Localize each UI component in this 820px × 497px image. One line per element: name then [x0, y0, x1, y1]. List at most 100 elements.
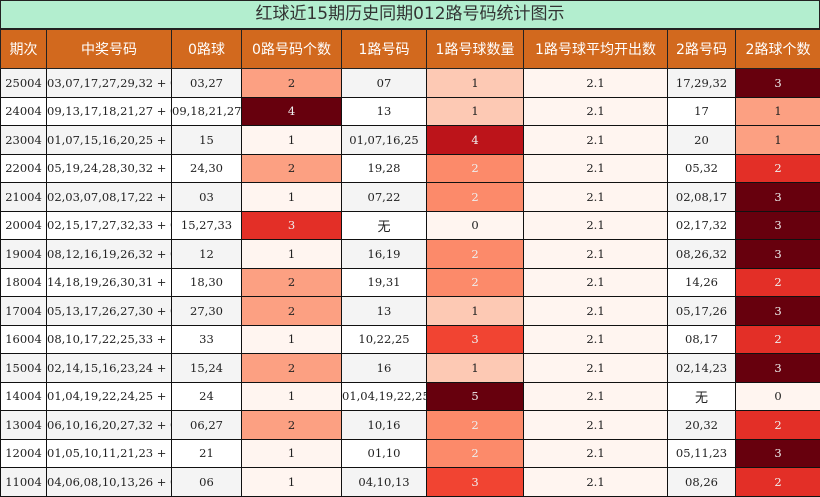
cell-route1-average: 2.1: [524, 126, 668, 155]
cell-route0-balls: 15,27,33: [172, 211, 242, 240]
cell-route1-count: 2: [427, 183, 524, 212]
cell-route1-count: 2: [427, 268, 524, 297]
header-period: 期次: [1, 30, 47, 69]
cell-route0-balls: 24,30: [172, 154, 242, 183]
cell-route2-numbers: 02,17,32: [668, 211, 736, 240]
cell-route1-numbers: 16: [342, 354, 427, 383]
cell-route0-balls: 33: [172, 325, 242, 354]
cell-period: 25004: [1, 69, 47, 98]
cell-route0-balls: 18,30: [172, 268, 242, 297]
cell-route1-average: 2.1: [524, 325, 668, 354]
cell-route1-count: 1: [427, 97, 524, 126]
cell-winning-numbers: 01,05,10,11,21,23 + 16: [47, 439, 172, 468]
cell-route1-count: 0: [427, 211, 524, 240]
cell-route0-balls: 03,27: [172, 69, 242, 98]
cell-route2-numbers: 02,08,17: [668, 183, 736, 212]
cell-route2-count: 3: [736, 439, 820, 468]
cell-route0-count: 1: [242, 183, 342, 212]
cell-route1-average: 2.1: [524, 154, 668, 183]
cell-route1-count: 2: [427, 439, 524, 468]
cell-route2-numbers: 14,26: [668, 268, 736, 297]
cell-route1-count: 2: [427, 154, 524, 183]
cell-route2-count: 2: [736, 411, 820, 440]
cell-route0-count: 1: [242, 439, 342, 468]
cell-winning-numbers: 09,13,17,18,21,27 + 04: [47, 97, 172, 126]
cell-route2-count: 3: [736, 211, 820, 240]
header-route1-count: 1路号球数量: [427, 30, 524, 69]
cell-route1-numbers: 13: [342, 97, 427, 126]
cell-route2-count: 2: [736, 268, 820, 297]
cell-route1-count: 1: [427, 69, 524, 98]
cell-route2-count: 0: [736, 382, 820, 411]
stats-table: 期次 中奖号码 0路球 0路号码个数 1路号码 1路号球数量 1路号球平均开出数…: [0, 29, 820, 497]
cell-period: 15004: [1, 354, 47, 383]
cell-route1-average: 2.1: [524, 183, 668, 212]
cell-route2-numbers: 08,17: [668, 325, 736, 354]
cell-route0-balls: 12: [172, 240, 242, 269]
cell-route2-numbers: 02,14,23: [668, 354, 736, 383]
cell-route1-numbers: 10,16: [342, 411, 427, 440]
chart-title: 红球近15期历史同期012路号码统计图示: [0, 0, 820, 29]
cell-route0-count: 2: [242, 297, 342, 326]
cell-route1-average: 2.1: [524, 211, 668, 240]
cell-route2-numbers: 05,17,26: [668, 297, 736, 326]
cell-route2-count: 3: [736, 183, 820, 212]
cell-route2-count: 2: [736, 154, 820, 183]
cell-route0-count: 1: [242, 382, 342, 411]
cell-route0-count: 1: [242, 325, 342, 354]
cell-period: 21004: [1, 183, 47, 212]
cell-route2-numbers: 无: [668, 382, 736, 411]
cell-winning-numbers: 05,19,24,28,30,32 + 14: [47, 154, 172, 183]
cell-winning-numbers: 14,18,19,26,30,31 + 11: [47, 268, 172, 297]
cell-route2-numbers: 05,11,23: [668, 439, 736, 468]
cell-route1-average: 2.1: [524, 297, 668, 326]
cell-route1-count: 1: [427, 354, 524, 383]
cell-route1-average: 2.1: [524, 382, 668, 411]
cell-route2-numbers: 20,32: [668, 411, 736, 440]
cell-route2-count: 2: [736, 325, 820, 354]
cell-route2-numbers: 17: [668, 97, 736, 126]
cell-route2-count: 3: [736, 240, 820, 269]
cell-route1-numbers: 19,31: [342, 268, 427, 297]
cell-route0-count: 1: [242, 240, 342, 269]
cell-winning-numbers: 02,03,07,08,17,22 + 15: [47, 183, 172, 212]
header-route2-count: 2路球个数: [736, 30, 820, 69]
cell-route0-balls: 09,18,21,27: [172, 97, 242, 126]
cell-winning-numbers: 02,15,17,27,32,33 + 03: [47, 211, 172, 240]
cell-route0-count: 2: [242, 154, 342, 183]
cell-route0-count: 2: [242, 268, 342, 297]
cell-winning-numbers: 08,10,17,22,25,33 + 12: [47, 325, 172, 354]
cell-route0-balls: 24: [172, 382, 242, 411]
cell-period: 24004: [1, 97, 47, 126]
cell-route2-count: 1: [736, 126, 820, 155]
cell-period: 22004: [1, 154, 47, 183]
cell-route0-count: 2: [242, 69, 342, 98]
cell-route1-count: 3: [427, 325, 524, 354]
cell-route0-count: 2: [242, 354, 342, 383]
cell-route2-count: 3: [736, 354, 820, 383]
cell-route2-count: 3: [736, 297, 820, 326]
cell-route0-count: 2: [242, 411, 342, 440]
cell-route1-numbers: 07,22: [342, 183, 427, 212]
cell-route2-count: 3: [736, 69, 820, 98]
cell-route1-average: 2.1: [524, 97, 668, 126]
cell-winning-numbers: 01,04,19,22,24,25 + 15: [47, 382, 172, 411]
cell-period: 16004: [1, 325, 47, 354]
cell-route1-numbers: 01,04,19,22,25: [342, 382, 427, 411]
cell-route0-count: 1: [242, 126, 342, 155]
cell-route1-count: 2: [427, 240, 524, 269]
cell-route0-balls: 15,24: [172, 354, 242, 383]
cell-route1-average: 2.1: [524, 439, 668, 468]
cell-route1-count: 4: [427, 126, 524, 155]
cell-route1-numbers: 07: [342, 69, 427, 98]
header-row: 期次 中奖号码 0路球 0路号码个数 1路号码 1路号球数量 1路号球平均开出数…: [1, 30, 820, 69]
header-route1-numbers: 1路号码: [342, 30, 427, 69]
